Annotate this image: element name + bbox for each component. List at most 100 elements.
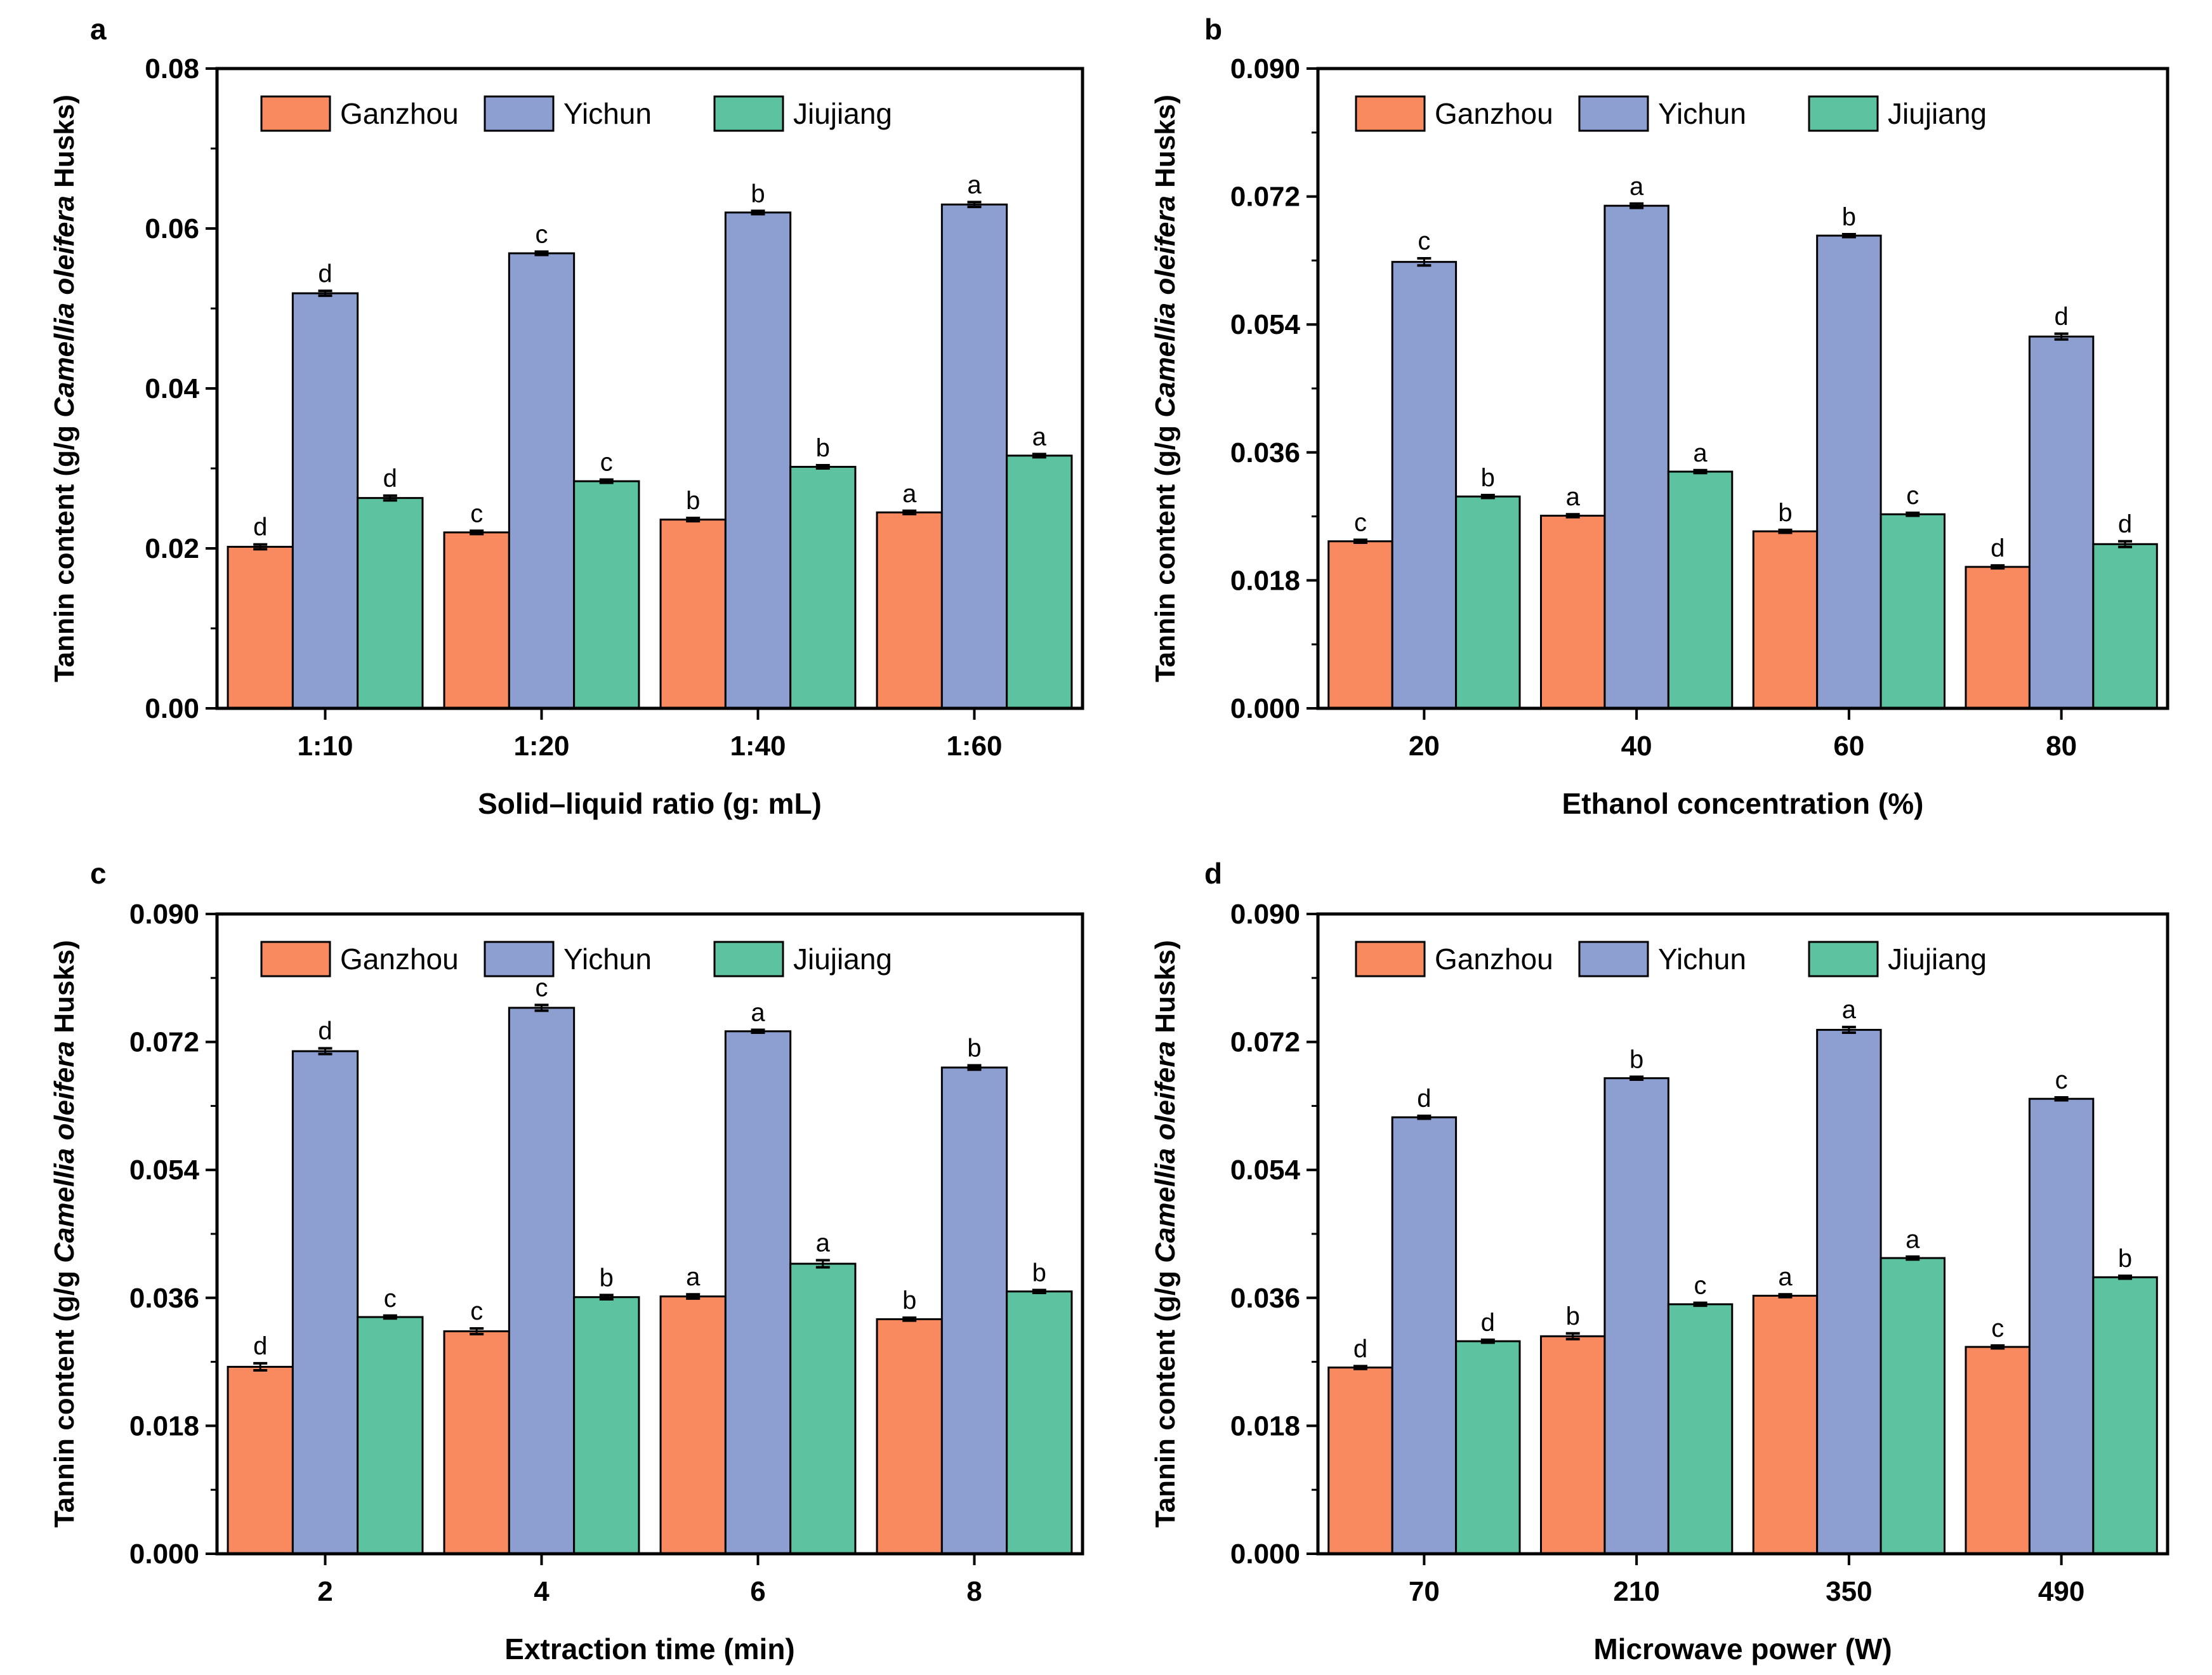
bar-ganzhou-4 — [443, 1330, 510, 1555]
y-tick-label: 0.018 — [1230, 565, 1300, 596]
legend-label-yichun: Yichun — [1658, 97, 1746, 130]
legend-swatch-jiujiang — [713, 941, 784, 977]
y-axis-label: Tannin content (g/g Camellia oleifera Hu… — [49, 940, 80, 1528]
y-axis-label-part: Tannin content (g/g — [1150, 418, 1181, 682]
legend-label-jiujiang: Jiujiang — [1888, 97, 1987, 130]
bar-jiujiang-8 — [1006, 1290, 1073, 1555]
x-tick-label: 1:10 — [297, 731, 353, 762]
bar-ganzhou-1:20 — [443, 531, 510, 710]
y-tick-label: 0.072 — [129, 1027, 199, 1058]
significance-letter: c — [1906, 482, 1919, 510]
significance-letter: a — [1693, 439, 1708, 467]
bar-yichun-6 — [724, 1030, 792, 1555]
bar-jiujiang-60 — [1880, 513, 1946, 710]
y-tick-label: 0.072 — [1230, 1027, 1300, 1058]
y-axis-label-part: Tannin content (g/g — [1150, 1263, 1181, 1528]
x-tick-label: 60 — [1833, 731, 1864, 762]
significance-letter: b — [967, 1035, 981, 1063]
significance-letter: d — [318, 260, 332, 288]
legend-label-yichun: Yichun — [563, 97, 652, 130]
y-tick-label: 0.000 — [129, 1539, 199, 1570]
y-tick-label: 0.08 — [145, 53, 199, 84]
bar-jiujiang-40 — [1667, 470, 1734, 710]
y-axis-label-part: Tannin content (g/g — [49, 1263, 80, 1528]
significance-letter: b — [1032, 1259, 1046, 1287]
y-tick-label: 0.000 — [1230, 693, 1300, 724]
y-axis-label-part: Husks) — [49, 95, 80, 195]
significance-letter: d — [2055, 303, 2069, 331]
bar-yichun-1:10 — [291, 292, 359, 710]
legend-swatch-ganzhou — [260, 95, 331, 132]
y-axis-label-part: Camellia oleifera — [49, 195, 80, 418]
legend-label-jiujiang: Jiujiang — [1888, 943, 1987, 976]
legend-swatch-jiujiang — [713, 95, 784, 132]
significance-letter: b — [1566, 1302, 1580, 1330]
significance-letter: b — [1481, 464, 1495, 492]
significance-letter: a — [1629, 173, 1644, 201]
y-axis-label-part: Camellia oleifera — [1150, 1041, 1181, 1263]
significance-letter: d — [1417, 1085, 1431, 1113]
y-tick-label: 0.000 — [1230, 1539, 1300, 1570]
significance-letter: b — [600, 1264, 614, 1292]
bar-ganzhou-1:60 — [876, 511, 943, 710]
y-tick-label: 0.090 — [129, 899, 199, 930]
panel-label-d: d — [1204, 857, 1222, 890]
bar-jiujiang-80 — [2092, 543, 2158, 710]
significance-letter: a — [816, 1229, 831, 1257]
legend-label-ganzhou: Ganzhou — [340, 97, 459, 130]
y-tick-label: 0.06 — [145, 213, 199, 244]
significance-letter: d — [383, 465, 397, 493]
y-axis-label: Tannin content (g/g Camellia oleifera Hu… — [1150, 940, 1181, 1528]
bar-jiujiang-4 — [573, 1296, 640, 1555]
legend-swatch-yichun — [1578, 95, 1649, 132]
x-tick-label: 350 — [1826, 1576, 1872, 1607]
significance-letter: a — [1566, 483, 1581, 511]
legend-label-ganzhou: Ganzhou — [1435, 97, 1553, 130]
significance-letter: b — [816, 434, 830, 462]
y-axis-label-part: Camellia oleifera — [1150, 195, 1181, 418]
significance-letter: b — [1629, 1045, 1643, 1073]
bar-ganzhou-2 — [227, 1365, 294, 1555]
y-tick-label: 0.090 — [1230, 899, 1300, 930]
significance-letter: a — [751, 999, 765, 1027]
panel-label-a: a — [90, 13, 107, 46]
panel-b: b c c b a a a b b c d d d 0.000 0.018 0.036 0.054 0.072 0.… — [1150, 13, 2169, 820]
bar-jiujiang-20 — [1455, 495, 1521, 710]
bar-ganzhou-70 — [1327, 1367, 1393, 1555]
bar-ganzhou-40 — [1539, 514, 1606, 710]
panel-label-b: b — [1204, 13, 1222, 46]
significance-letter: d — [253, 1332, 267, 1360]
x-tick-label: 80 — [2046, 731, 2077, 762]
y-axis-label-part: Camellia oleifera — [49, 1041, 80, 1263]
significance-letter: b — [751, 180, 765, 208]
legend-swatch-yichun — [484, 941, 555, 977]
y-axis-label-part: Husks) — [1150, 940, 1181, 1041]
bar-ganzhou-6 — [659, 1295, 727, 1555]
significance-letter: c — [1694, 1272, 1707, 1300]
legend-label-jiujiang: Jiujiang — [793, 943, 892, 976]
significance-letter: b — [1778, 499, 1792, 527]
bar-jiujiang-1:60 — [1006, 454, 1073, 710]
bar-ganzhou-1:40 — [659, 519, 727, 710]
y-axis-label: Tannin content (g/g Camellia oleifera Hu… — [1150, 95, 1181, 682]
significance-letter: a — [1842, 996, 1857, 1024]
x-tick-label: 6 — [750, 1576, 765, 1607]
legend-swatch-ganzhou — [260, 941, 331, 977]
bar-jiujiang-350 — [1880, 1257, 1946, 1555]
significance-letter: c — [600, 449, 613, 477]
bar-ganzhou-210 — [1539, 1335, 1606, 1555]
y-tick-label: 0.054 — [1230, 1155, 1301, 1186]
y-tick-label: 0.036 — [1230, 437, 1300, 468]
x-tick-label: 8 — [966, 1576, 982, 1607]
panel-c: c d d c c c b a a a b b b 0.000 0.018 0.036 0.054 0.072 0.… — [49, 857, 1084, 1665]
x-tick-label: 40 — [1621, 731, 1652, 762]
significance-letter: a — [1906, 1226, 1920, 1254]
significance-letter: c — [2055, 1066, 2068, 1094]
bar-ganzhou-490 — [1965, 1346, 2031, 1555]
bar-jiujiang-1:10 — [357, 497, 424, 710]
significance-letter: c — [470, 500, 483, 527]
y-tick-label: 0.036 — [1230, 1283, 1300, 1314]
bar-yichun-4 — [508, 1007, 576, 1555]
legend-swatch-jiujiang — [1808, 941, 1879, 977]
